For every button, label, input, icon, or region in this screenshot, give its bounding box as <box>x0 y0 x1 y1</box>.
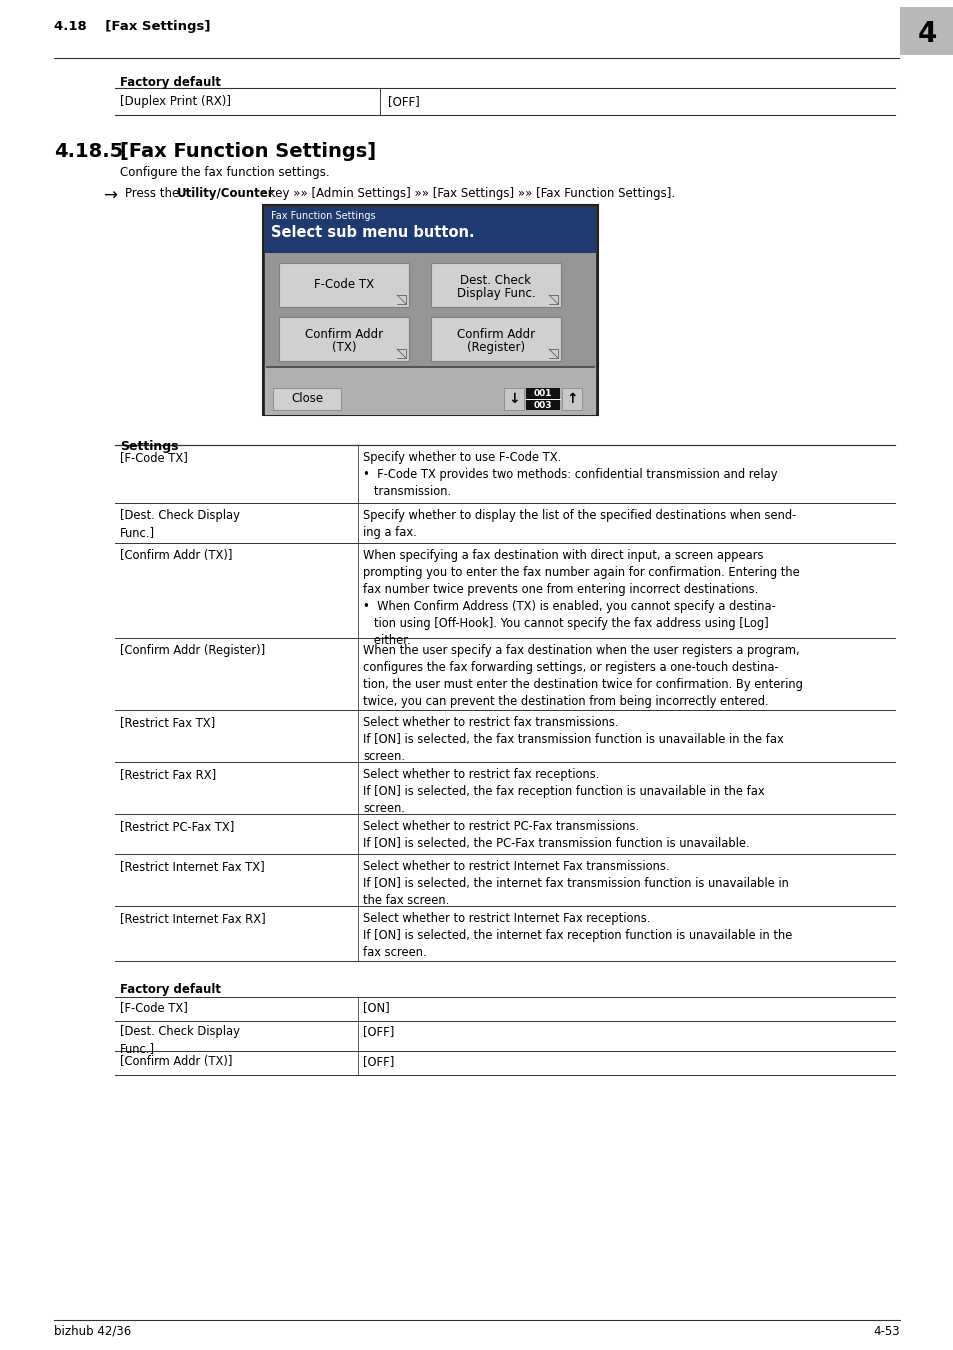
Bar <box>265 207 596 252</box>
Text: [Dest. Check Display
Func.]: [Dest. Check Display Func.] <box>120 509 239 539</box>
Text: [Restrict Internet Fax TX]: [Restrict Internet Fax TX] <box>120 860 265 873</box>
Text: ↑: ↑ <box>565 392 578 406</box>
Text: (Register): (Register) <box>466 340 524 354</box>
Text: [Dest. Check Display
Func.]: [Dest. Check Display Func.] <box>120 1025 239 1054</box>
Text: Specify whether to use F-Code TX.
•  F-Code TX provides two methods: confidentia: Specify whether to use F-Code TX. • F-Co… <box>363 451 777 498</box>
Text: 4.18    [Fax Settings]: 4.18 [Fax Settings] <box>54 20 211 32</box>
Bar <box>525 387 559 410</box>
Text: (TX): (TX) <box>332 340 355 354</box>
Text: key »» [Admin Settings] »» [Fax Settings] »» [Fax Function Settings].: key »» [Admin Settings] »» [Fax Settings… <box>265 188 675 200</box>
Text: [Restrict Fax RX]: [Restrict Fax RX] <box>120 768 216 782</box>
Text: [F-Code TX]: [F-Code TX] <box>120 1000 188 1014</box>
Bar <box>273 387 340 410</box>
Text: 4: 4 <box>917 20 936 49</box>
Text: ↓: ↓ <box>508 392 519 406</box>
Text: [F-Code TX]: [F-Code TX] <box>120 451 188 464</box>
Text: Select whether to restrict Internet Fax receptions.
If [ON] is selected, the int: Select whether to restrict Internet Fax … <box>363 913 792 958</box>
Text: [Restrict Fax TX]: [Restrict Fax TX] <box>120 716 215 729</box>
Text: When the user specify a fax destination when the user registers a program,
confi: When the user specify a fax destination … <box>363 644 802 707</box>
Text: Select whether to restrict fax transmissions.
If [ON] is selected, the fax trans: Select whether to restrict fax transmiss… <box>363 716 783 763</box>
Bar <box>265 252 596 414</box>
Text: [Confirm Addr (Register)]: [Confirm Addr (Register)] <box>120 644 265 657</box>
Text: Press the: Press the <box>125 188 183 200</box>
Bar <box>431 263 560 306</box>
Text: Display Func.: Display Func. <box>456 286 535 300</box>
Text: Factory default: Factory default <box>120 983 221 996</box>
Bar <box>278 263 409 306</box>
Bar <box>265 367 596 414</box>
Text: 4-53: 4-53 <box>872 1324 899 1338</box>
Bar <box>431 317 560 360</box>
Text: 001: 001 <box>533 390 552 398</box>
Text: [OFF]: [OFF] <box>363 1025 394 1038</box>
Text: Utility/Counter: Utility/Counter <box>177 188 274 200</box>
Bar <box>503 387 523 410</box>
Text: Configure the fax function settings.: Configure the fax function settings. <box>120 166 330 180</box>
Text: Factory default: Factory default <box>120 76 221 89</box>
Text: [Confirm Addr (TX)]: [Confirm Addr (TX)] <box>120 549 233 562</box>
Text: [Fax Function Settings]: [Fax Function Settings] <box>120 142 375 161</box>
Text: Confirm Addr: Confirm Addr <box>456 328 535 342</box>
Text: Select sub menu button.: Select sub menu button. <box>271 225 475 240</box>
Bar <box>899 7 953 55</box>
Text: [Restrict PC-Fax TX]: [Restrict PC-Fax TX] <box>120 819 234 833</box>
Text: Fax Function Settings: Fax Function Settings <box>271 211 375 221</box>
Text: When specifying a fax destination with direct input, a screen appears
prompting : When specifying a fax destination with d… <box>363 549 799 647</box>
Text: Confirm Addr: Confirm Addr <box>305 328 383 342</box>
Text: Close: Close <box>291 393 323 405</box>
Text: Select whether to restrict Internet Fax transmissions.
If [ON] is selected, the : Select whether to restrict Internet Fax … <box>363 860 788 907</box>
Text: 003: 003 <box>533 401 552 409</box>
Text: [Restrict Internet Fax RX]: [Restrict Internet Fax RX] <box>120 913 266 925</box>
Text: [OFF]: [OFF] <box>388 95 419 108</box>
Text: Select whether to restrict PC-Fax transmissions.
If [ON] is selected, the PC-Fax: Select whether to restrict PC-Fax transm… <box>363 819 749 850</box>
Text: Dest. Check: Dest. Check <box>460 274 531 288</box>
Text: →: → <box>103 188 117 205</box>
Bar <box>561 387 581 410</box>
Text: Specify whether to display the list of the specified destinations when send-
ing: Specify whether to display the list of t… <box>363 509 796 539</box>
Text: bizhub 42/36: bizhub 42/36 <box>54 1324 132 1338</box>
Text: Select whether to restrict fax receptions.
If [ON] is selected, the fax receptio: Select whether to restrict fax reception… <box>363 768 763 815</box>
Text: [ON]: [ON] <box>363 1000 390 1014</box>
Text: Settings: Settings <box>120 440 178 454</box>
Text: [Confirm Addr (TX)]: [Confirm Addr (TX)] <box>120 1054 233 1068</box>
Bar <box>263 205 598 414</box>
Text: F-Code TX: F-Code TX <box>314 278 374 292</box>
Text: 4.18.5: 4.18.5 <box>54 142 123 161</box>
Text: [Duplex Print (RX)]: [Duplex Print (RX)] <box>120 95 231 108</box>
Text: [OFF]: [OFF] <box>363 1054 394 1068</box>
Bar <box>278 317 409 360</box>
